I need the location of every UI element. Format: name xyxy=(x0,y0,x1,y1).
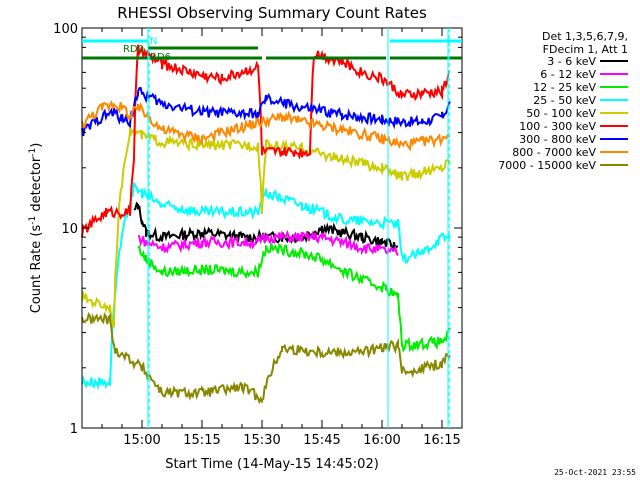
axis-layer: 15:00 15:15 15:30 15:45 16:00 16:15 1 10 100 xyxy=(53,22,462,448)
legend-label-5: 100 - 300 keV xyxy=(519,120,596,133)
x-tick-label-2: 15:30 xyxy=(243,433,280,448)
rd0-label: RD0 xyxy=(123,44,144,55)
x-tick-label-5: 16:15 xyxy=(423,433,460,448)
x-tick-label-3: 15:45 xyxy=(303,433,340,448)
legend-label-2: 12 - 25 keV xyxy=(533,81,596,94)
y-tick-label-2: 100 xyxy=(53,22,78,37)
x-axis-label: Start Time (14-May-15 14:45:02) xyxy=(165,457,379,472)
legend-label-1: 6 - 12 keV xyxy=(540,68,596,81)
series-line-1 xyxy=(137,229,399,257)
night-label: N xyxy=(150,36,157,47)
x-tick-label-1: 15:15 xyxy=(183,433,220,448)
legend-label-3: 25 - 50 keV xyxy=(533,94,596,107)
series-line-5 xyxy=(81,44,451,238)
y-axis-label-end: ) xyxy=(29,143,44,148)
series-line-6 xyxy=(81,86,451,137)
x-tick-label-0: 15:00 xyxy=(123,433,160,448)
series-line-3 xyxy=(81,182,451,391)
series-line-2 xyxy=(137,243,451,353)
rd6-label: RD6 xyxy=(150,52,171,63)
legend-header-2: FDecim 1, Att 1 xyxy=(543,43,628,56)
x-tick-label-4: 16:00 xyxy=(363,433,400,448)
legend: Det 1,3,5,6,7,9, FDecim 1, Att 1 3 - 6 k… xyxy=(498,30,628,172)
legend-label-0: 3 - 6 keV xyxy=(547,55,596,68)
y-tick-label-0: 1 xyxy=(70,422,78,437)
series-line-8 xyxy=(81,311,451,405)
y-axis-label-tail: detector xyxy=(29,156,44,216)
legend-label-6: 300 - 800 keV xyxy=(519,133,596,146)
footer-timestamp: 25-Oct-2021 23:55 xyxy=(554,468,636,477)
y-axis-label: Count Rate (s-1 detector-1) xyxy=(28,143,44,314)
y-axis-label-sup2: -1 xyxy=(28,148,38,157)
y-axis-label-sup: -1 xyxy=(28,216,38,225)
legend-label-8: 7000 - 15000 keV xyxy=(498,159,596,172)
legend-header-1: Det 1,3,5,6,7,9, xyxy=(542,30,628,43)
annotation-layer: RD0 RD6 N xyxy=(82,28,462,428)
y-tick-label-1: 10 xyxy=(61,222,78,237)
chart-title: RHESSI Observing Summary Count Rates xyxy=(117,4,427,22)
y-axis-label-main: Count Rate (s xyxy=(29,225,44,314)
legend-label-4: 50 - 100 keV xyxy=(526,107,596,120)
legend-label-7: 800 - 7000 keV xyxy=(512,146,596,159)
plot-layer xyxy=(81,44,451,405)
